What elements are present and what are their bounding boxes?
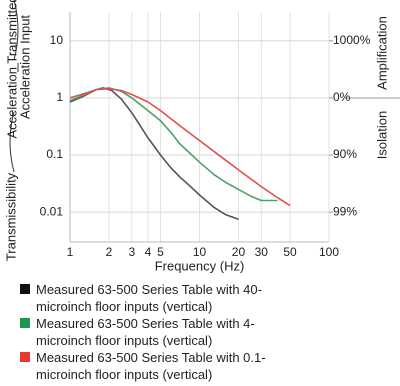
x-tick-label: 30 — [255, 245, 269, 259]
legend-label: Measured 63-500 Series Table with 0.1-mi… — [36, 350, 266, 382]
series-line — [69, 87, 278, 202]
legend-label: Measured 63-500 Series Table with 40-mic… — [36, 282, 262, 314]
x-tick-label: 20 — [232, 245, 246, 259]
legend-swatch — [20, 352, 30, 362]
y-tick-label: 0.1 — [46, 147, 63, 161]
legend-swatch — [20, 284, 30, 294]
y2-tick-label: 99% — [333, 204, 357, 218]
legend-entry: Measured 63-500 Series Table with 0.1-mi… — [18, 349, 308, 383]
legend: Measured 63-500 Series Table with 40-mic… — [18, 281, 308, 383]
legend-entry: Measured 63-500 Series Table with 4-micr… — [18, 315, 308, 349]
y-axis-label-denominator: Acceleration Input — [17, 15, 32, 119]
y-tick-label: 1 — [56, 90, 63, 104]
x-tick-label: 4 — [145, 245, 152, 259]
y2-tick-label: 1000% — [333, 33, 371, 47]
x-tick-label: 3 — [128, 245, 135, 259]
x-tick-label: 10 — [193, 245, 207, 259]
y2-axis-label: Amplification — [374, 16, 389, 90]
series-line — [69, 87, 291, 207]
x-tick-label: 2 — [106, 245, 113, 259]
legend-swatch — [20, 318, 30, 328]
y2-tick-label: 0% — [333, 90, 351, 104]
paren-open — [9, 111, 15, 173]
x-tick-label: 5 — [157, 245, 164, 259]
paren-close — [13, 0, 19, 61]
y2-axis-label: Isolation — [374, 111, 389, 159]
y-tick-label: 10 — [50, 33, 64, 47]
y-tick-label: 0.01 — [40, 204, 64, 218]
x-tick-label: 1 — [67, 245, 74, 259]
y2-tick-label: 90% — [333, 147, 357, 161]
legend-entry: Measured 63-500 Series Table with 40-mic… — [18, 281, 308, 315]
legend-label: Measured 63-500 Series Table with 4-micr… — [36, 316, 255, 348]
y-axis-label: Transmissibility — [3, 172, 18, 261]
x-tick-label: 50 — [283, 245, 297, 259]
x-axis-label: Frequency (Hz) — [155, 258, 245, 273]
y-axis-label-numerator: Acceleration Transmitted — [4, 0, 19, 139]
x-tick-label: 100 — [319, 245, 339, 259]
series-line — [69, 87, 239, 221]
